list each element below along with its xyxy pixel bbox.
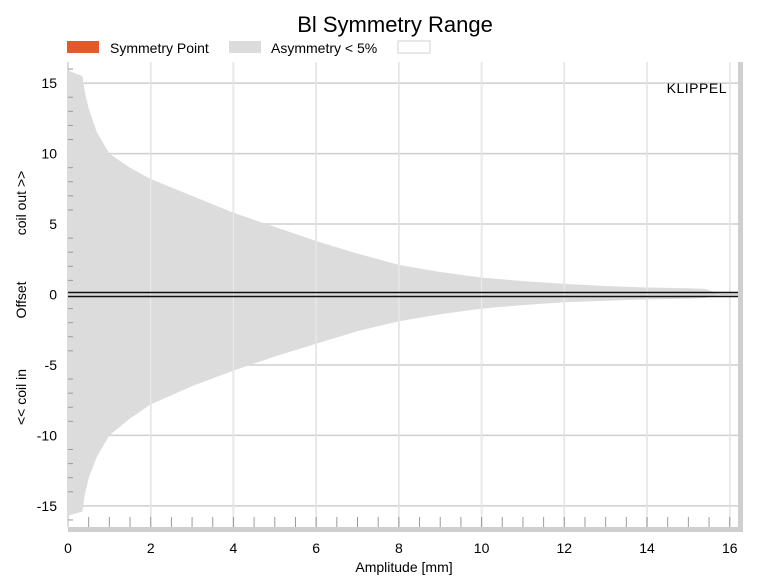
x-tick-label: 4 bbox=[230, 540, 238, 556]
y-tick-label: 15 bbox=[41, 75, 57, 91]
symmetry-point-line bbox=[68, 291, 738, 298]
y-axis-title: Offset bbox=[13, 281, 29, 318]
y-tick-label: 0 bbox=[49, 287, 57, 303]
grid-overlay bbox=[150, 62, 731, 527]
y-tick-label: -15 bbox=[37, 498, 57, 514]
y-tick-label: -10 bbox=[37, 427, 57, 443]
legend-swatch-asymmetry bbox=[229, 41, 261, 53]
klippel-watermark: KLIPPEL bbox=[667, 80, 727, 96]
y-tick-label: -5 bbox=[45, 357, 58, 373]
legend-label-symmetry-point: Symmetry Point bbox=[110, 40, 209, 56]
plot-shadow-bottom bbox=[68, 527, 743, 532]
x-tick-label: 14 bbox=[639, 540, 655, 556]
x-tick-label: 12 bbox=[557, 540, 573, 556]
y-tick-label: 10 bbox=[41, 146, 57, 162]
x-tick-label: 2 bbox=[147, 540, 155, 556]
y-tick-labels: 15 10 5 0 -5 -10 -15 bbox=[37, 75, 57, 514]
y-tick-label: 5 bbox=[49, 216, 57, 232]
x-tick-label: 10 bbox=[474, 540, 490, 556]
x-axis-title: Amplitude [mm] bbox=[355, 559, 452, 575]
plot-shadow-right bbox=[738, 62, 743, 530]
x-tick-label: 8 bbox=[395, 540, 403, 556]
x-tick-labels: 0 2 4 6 8 10 12 14 16 bbox=[64, 540, 738, 556]
legend-swatch-symmetry-point bbox=[67, 41, 99, 53]
y-axis-title-lower: << coil in bbox=[13, 369, 29, 425]
legend-label-asymmetry: Asymmetry < 5% bbox=[271, 40, 377, 56]
x-tick-label: 16 bbox=[722, 540, 738, 556]
x-tick-label: 0 bbox=[64, 540, 72, 556]
x-tick-label: 6 bbox=[312, 540, 320, 556]
legend: Symmetry Point Asymmetry < 5% bbox=[67, 40, 431, 56]
chart-title: Bl Symmetry Range bbox=[297, 12, 493, 37]
legend-swatch-empty bbox=[397, 40, 431, 54]
minor-ticks bbox=[68, 68, 731, 527]
y-axis-title-upper: coil out >> bbox=[13, 171, 29, 236]
